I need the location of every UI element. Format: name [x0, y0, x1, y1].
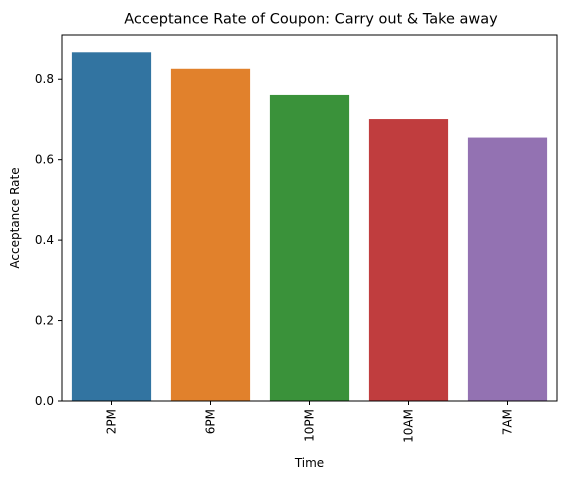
- x-axis-label: Time: [294, 456, 324, 470]
- y-tick-label: 0.4: [35, 233, 54, 247]
- axes-frame: [61, 34, 558, 402]
- bars-group: [71, 52, 548, 402]
- bar-10pm: [269, 94, 350, 402]
- bar-6pm: [170, 68, 251, 401]
- y-tick-label: 0.6: [35, 153, 54, 167]
- chart-title: Acceptance Rate of Coupon: Carry out & T…: [124, 12, 498, 28]
- y-axis: 0.0 0.2 0.4 0.6 0.8: [35, 72, 62, 408]
- x-tick-label: 10AM: [402, 409, 416, 443]
- bar-10am: [368, 119, 449, 401]
- bar-7am: [467, 137, 548, 401]
- x-tick-label: 10PM: [303, 409, 317, 442]
- y-tick-label: 0.0: [35, 394, 54, 408]
- y-tick-label: 0.2: [35, 314, 54, 328]
- y-tick-label: 0.8: [35, 72, 54, 86]
- x-axis: 2PM 6PM 10PM 10AM 7AM: [105, 401, 515, 443]
- x-tick-label: 2PM: [105, 409, 119, 434]
- bar-2pm: [71, 52, 152, 401]
- y-axis-label: Acceptance Rate: [8, 167, 22, 268]
- x-tick-label: 6PM: [204, 409, 218, 434]
- x-tick-label: 7AM: [501, 409, 515, 435]
